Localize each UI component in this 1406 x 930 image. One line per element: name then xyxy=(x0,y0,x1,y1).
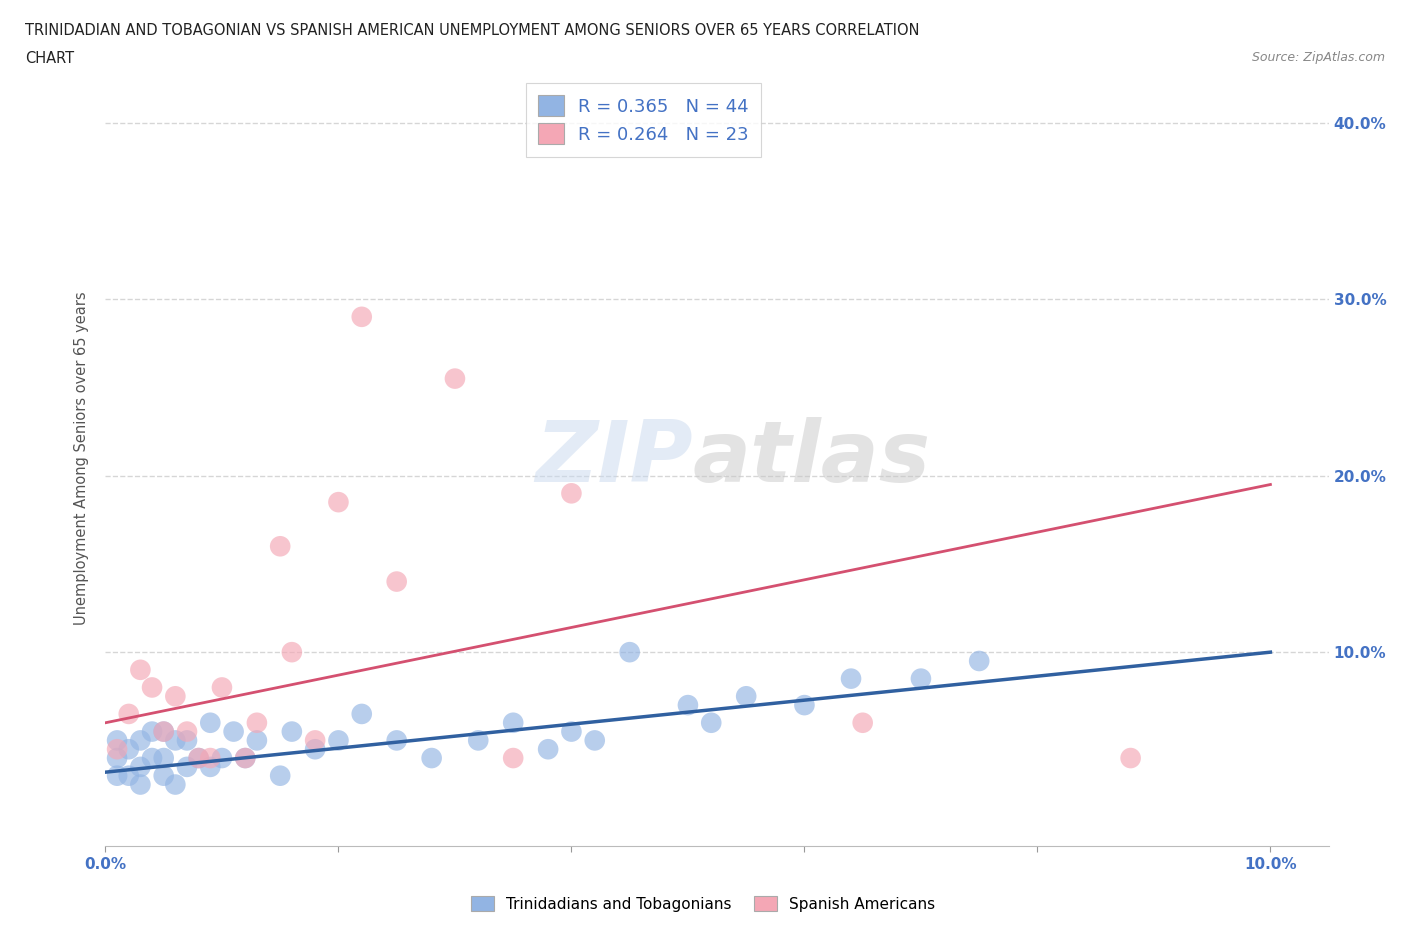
Point xyxy=(233,751,256,765)
Point xyxy=(385,733,408,748)
Point xyxy=(583,733,606,748)
Point xyxy=(222,724,245,739)
Point xyxy=(105,751,128,765)
Point xyxy=(560,724,582,739)
Point xyxy=(233,751,256,765)
Point xyxy=(281,644,304,659)
Point xyxy=(176,724,198,739)
Point xyxy=(269,768,291,783)
Point xyxy=(246,733,269,748)
Point xyxy=(560,485,582,500)
Point xyxy=(141,724,163,739)
Point xyxy=(118,768,141,783)
Point xyxy=(350,707,373,722)
Legend: Trinidadians and Tobagonians, Spanish Americans: Trinidadians and Tobagonians, Spanish Am… xyxy=(464,889,942,918)
Point xyxy=(269,538,291,553)
Point xyxy=(676,698,699,712)
Point xyxy=(187,751,209,765)
Point xyxy=(129,760,152,775)
Point xyxy=(502,751,524,765)
Point xyxy=(152,724,174,739)
Point xyxy=(246,715,269,730)
Text: TRINIDADIAN AND TOBAGONIAN VS SPANISH AMERICAN UNEMPLOYMENT AMONG SENIORS OVER 6: TRINIDADIAN AND TOBAGONIAN VS SPANISH AM… xyxy=(25,23,920,38)
Point xyxy=(619,644,641,659)
Legend: R = 0.365   N = 44, R = 0.264   N = 23: R = 0.365 N = 44, R = 0.264 N = 23 xyxy=(526,83,762,157)
Point xyxy=(281,724,304,739)
Text: CHART: CHART xyxy=(25,51,75,66)
Point xyxy=(105,742,128,757)
Point xyxy=(118,742,141,757)
Point xyxy=(385,574,408,589)
Point xyxy=(502,715,524,730)
Point xyxy=(304,733,326,748)
Point xyxy=(304,742,326,757)
Point xyxy=(350,310,373,325)
Point xyxy=(211,680,233,695)
Point xyxy=(105,768,128,783)
Point xyxy=(129,733,152,748)
Point xyxy=(141,751,163,765)
Point xyxy=(200,760,222,775)
Point xyxy=(141,680,163,695)
Point xyxy=(129,777,152,792)
Point xyxy=(176,733,198,748)
Point xyxy=(793,698,815,712)
Point xyxy=(537,742,560,757)
Point xyxy=(735,689,758,704)
Point xyxy=(165,689,187,704)
Point xyxy=(328,733,350,748)
Text: ZIP: ZIP xyxy=(534,417,693,499)
Point xyxy=(152,768,174,783)
Point xyxy=(967,654,990,669)
Point xyxy=(467,733,489,748)
Point xyxy=(176,760,198,775)
Point xyxy=(200,715,222,730)
Point xyxy=(910,671,932,686)
Point xyxy=(105,733,128,748)
Point xyxy=(839,671,862,686)
Point xyxy=(420,751,443,765)
Point xyxy=(200,751,222,765)
Point xyxy=(700,715,723,730)
Point xyxy=(118,707,141,722)
Point xyxy=(152,751,174,765)
Point xyxy=(165,777,187,792)
Y-axis label: Unemployment Among Seniors over 65 years: Unemployment Among Seniors over 65 years xyxy=(75,291,90,625)
Point xyxy=(328,495,350,510)
Text: Source: ZipAtlas.com: Source: ZipAtlas.com xyxy=(1251,51,1385,64)
Point xyxy=(152,724,174,739)
Point xyxy=(1119,751,1142,765)
Point xyxy=(444,371,467,386)
Point xyxy=(852,715,875,730)
Point xyxy=(187,751,209,765)
Text: atlas: atlas xyxy=(693,417,931,499)
Point xyxy=(129,662,152,677)
Point xyxy=(165,733,187,748)
Point xyxy=(211,751,233,765)
